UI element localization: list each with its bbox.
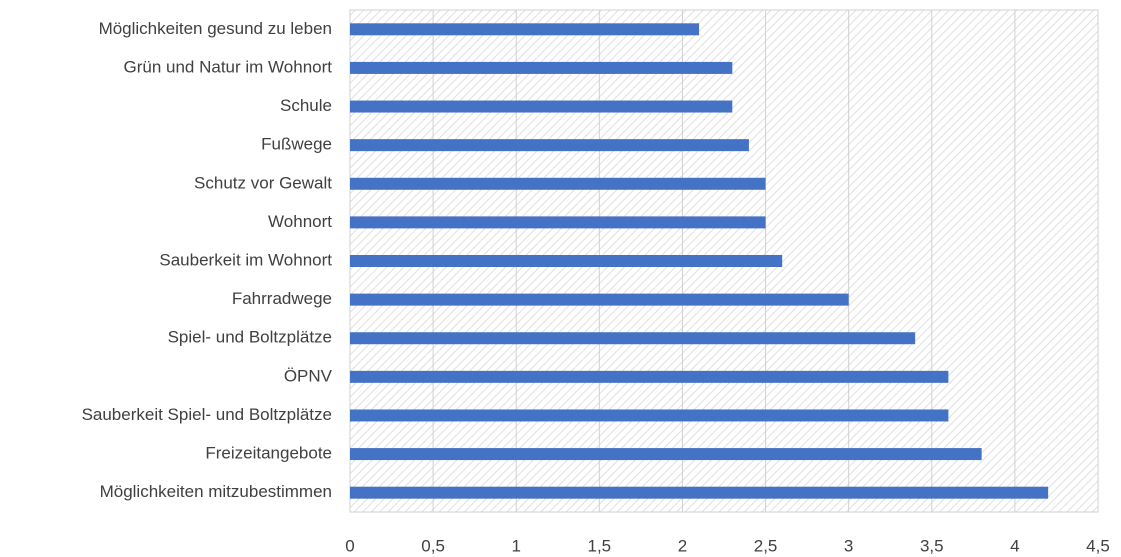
y-tick-label: Wohnort [268, 212, 332, 231]
x-tick-label: 2 [678, 536, 687, 555]
bar [350, 216, 766, 229]
x-tick-label: 2,5 [754, 536, 778, 555]
y-tick-label: Spiel- und Boltzplätze [168, 328, 332, 347]
x-tick-label: 3 [844, 536, 853, 555]
y-tick-label: Möglichkeiten gesund zu leben [99, 19, 332, 38]
y-tick-label: Schutz vor Gewalt [194, 173, 332, 192]
y-tick-label: ÖPNV [284, 366, 333, 385]
bar [350, 61, 733, 74]
x-tick-label: 1 [511, 536, 520, 555]
bar [350, 448, 982, 461]
bar [350, 255, 783, 267]
y-tick-label: Sauberkeit im Wohnort [159, 250, 332, 269]
bar [350, 486, 1049, 499]
bar [350, 332, 916, 345]
x-tick-label: 1,5 [588, 536, 612, 555]
y-tick-label: Möglichkeiten mitzubestimmen [100, 482, 332, 501]
bar [350, 177, 766, 190]
x-tick-label: 0,5 [421, 536, 445, 555]
x-tick-label: 3,5 [920, 536, 944, 555]
bar [350, 139, 749, 152]
x-tick-label: 4 [1010, 536, 1019, 555]
y-tick-label: Fußwege [261, 135, 332, 154]
bar [350, 370, 949, 383]
y-tick-label: Fahrradwege [232, 289, 332, 308]
y-tick-label: Grün und Natur im Wohnort [124, 57, 333, 76]
bar [350, 293, 849, 306]
bar [350, 100, 733, 113]
y-tick-label: Schule [280, 96, 332, 115]
y-tick-label: Sauberkeit Spiel- und Boltzplätze [82, 405, 332, 424]
x-tick-label: 4,5 [1086, 536, 1110, 555]
y-tick-label: Freizeitangebote [205, 444, 332, 463]
bar [350, 23, 700, 36]
bar [350, 409, 949, 422]
x-tick-label: 0 [345, 536, 354, 555]
